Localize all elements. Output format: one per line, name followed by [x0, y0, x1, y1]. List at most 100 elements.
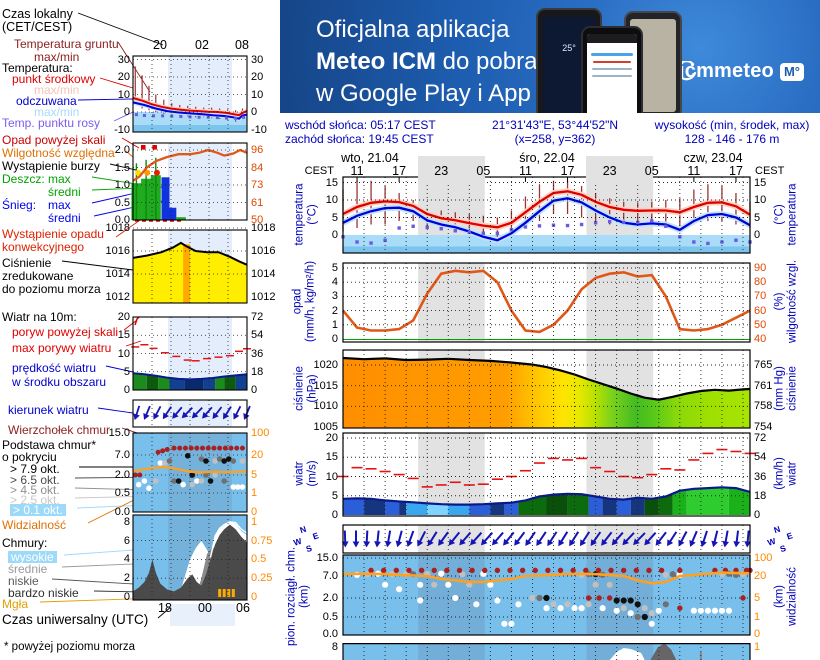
- humidity-tick-right: 40: [754, 333, 767, 345]
- mini-wind-tick-right: 0: [251, 384, 258, 396]
- mini-layers-tick: 2: [123, 572, 130, 585]
- legend-label: wysokie: [8, 551, 57, 563]
- cloud-tick-left: 0.5: [322, 611, 338, 623]
- mini-pressure-tick: 1012: [105, 291, 130, 303]
- cloud-tick-left: 0.0: [322, 628, 338, 640]
- hour-label: 17: [560, 164, 575, 178]
- logo-text: icmmeteo: [678, 60, 774, 82]
- mini-pressure-tick: 1018: [105, 222, 130, 234]
- pressure-tick-left: 1020: [313, 359, 338, 371]
- mini-local-hour: 02: [195, 38, 209, 52]
- mini-wind-tick-right: 54: [251, 329, 264, 342]
- axis-title-wind-right: (km/h) wiatr: [773, 457, 799, 490]
- compass-w: W: [766, 535, 777, 548]
- legend-label: (CET/CEST): [2, 20, 73, 34]
- legend-label: średni: [48, 185, 81, 199]
- mini-panel-wind-direction: [132, 399, 251, 428]
- timezone-label-left: CEST: [304, 165, 334, 177]
- legend-label: Czas uniwersalny (UTC): [2, 612, 149, 627]
- legend-label: * powyżej poziomu morza: [4, 641, 136, 653]
- wind-tick-left: 0: [331, 509, 338, 521]
- mini-humidity-tick: 96: [251, 144, 264, 156]
- visibility-tick-right: 100: [754, 552, 773, 564]
- mini-temp-tick: 30: [117, 53, 130, 66]
- legend-label: Wierzchołek chmur: [8, 423, 111, 437]
- mini-panel-pressure: [132, 227, 248, 304]
- altitude-label: wysokość (min, środek, max): [654, 118, 810, 132]
- mini-humidity-tick: 84: [251, 161, 264, 174]
- cloud-area-tick-right: 1: [754, 641, 761, 653]
- altitude-values: 128 - 146 - 176 m: [684, 132, 780, 146]
- legend-label: > 7.9 okt.: [10, 462, 60, 476]
- hour-label: 23: [602, 164, 617, 178]
- legend-label: kierunek wiatru: [8, 403, 89, 417]
- legend-label: średni: [48, 211, 81, 225]
- legend-label: max/min: [34, 50, 80, 64]
- mini-panel-temperature: [132, 55, 248, 133]
- mini-layers-tick-right: 0.75: [251, 534, 273, 547]
- mini-wind-tick-right: 18: [251, 365, 264, 378]
- legend-label: Temperatura gruntu: [14, 37, 119, 51]
- compass-w: W: [292, 535, 303, 548]
- legend-label: konwekcyjnego: [2, 240, 85, 254]
- mini-wind-tick: 0: [123, 384, 130, 396]
- humidity-tick-right: 80: [754, 276, 767, 289]
- temp-tick-right: 5: [754, 211, 761, 224]
- day-label: czw, 23.04: [683, 151, 743, 165]
- pressure-tick-right: 758: [754, 400, 773, 412]
- panel-wind: [337, 432, 756, 517]
- mini-cloud-tick: 0.5: [114, 487, 130, 499]
- temp-tick-right: 10: [754, 194, 767, 206]
- mini-precip-tick: 1.0: [114, 179, 130, 191]
- mini-utc-hour: 06: [236, 601, 250, 615]
- mini-pressure-tick-right: 1014: [251, 268, 276, 280]
- night-strip: [586, 156, 654, 183]
- mini-layers-tick: 6: [123, 534, 130, 547]
- wind-tick-left: 10: [325, 470, 338, 483]
- mini-layers-tick: 0: [123, 591, 130, 603]
- visibility-tick-right: 0: [754, 628, 761, 640]
- legend-label: Widzialność: [2, 518, 67, 532]
- banner-line1: Oficjalna aplikacja: [316, 16, 510, 43]
- temp-tick-right: 15: [754, 176, 767, 189]
- compass-s: S: [304, 542, 314, 555]
- legend-label: niskie: [8, 574, 39, 588]
- hour-label: 11: [687, 164, 701, 178]
- panel-clouds-visibility: [342, 554, 753, 636]
- legend-label: max: [48, 172, 71, 186]
- humidity-tick-right: 90: [754, 262, 767, 274]
- day-label: śro, 22.04: [519, 151, 575, 165]
- legend-label: prędkość wiatru: [12, 361, 97, 375]
- phone-mockup-2: [581, 26, 643, 113]
- mini-local-hour: 08: [235, 38, 249, 52]
- cloud-tick-left: 7.0: [322, 570, 338, 582]
- mini-wind-tick-right: 72: [251, 311, 264, 323]
- timezone-label-right: CEST: [755, 165, 785, 177]
- mini-utc-hour: 00: [198, 601, 212, 615]
- legend-label: Deszcz:: [2, 172, 45, 186]
- wind-tick-right: 72: [754, 432, 767, 444]
- mini-precip-tick: 0.5: [114, 196, 130, 209]
- compass-n: N: [772, 523, 782, 536]
- legend-mini-charts: [39, 12, 251, 626]
- mini-wind-tick: 20: [117, 311, 130, 323]
- legend-label: punkt środkowy: [12, 72, 96, 86]
- mini-humidity-tick: 61: [251, 196, 264, 209]
- logo-badge: M°: [779, 62, 804, 81]
- temp-tick-left: 10: [325, 194, 338, 206]
- legend-label: > 6.5 okt.: [10, 473, 60, 487]
- mini-panel-clouds-layers: [132, 514, 248, 626]
- wind-tick-left: 5: [331, 489, 338, 502]
- hour-label: 11: [350, 164, 364, 178]
- app-banner[interactable]: Oficjalna aplikacja Meteo ICM do pobrani…: [280, 0, 820, 113]
- temp-tick-left: 5: [331, 211, 338, 224]
- mini-utc-hour: 18: [158, 601, 172, 615]
- mini-layers-tick-right: 0.25: [251, 572, 273, 585]
- mini-temp-tick-right: 20: [251, 71, 264, 83]
- legend-label: Ciśnienie: [2, 256, 52, 270]
- sunrise-time: wschód słońca: 05:17 CEST: [285, 118, 436, 132]
- humidity-tick-right: 60: [754, 304, 767, 317]
- mini-humidity-tick: 73: [251, 179, 264, 191]
- mini-precip-tick: 1.5: [114, 161, 130, 174]
- mini-pressure-tick-right: 1018: [251, 222, 276, 234]
